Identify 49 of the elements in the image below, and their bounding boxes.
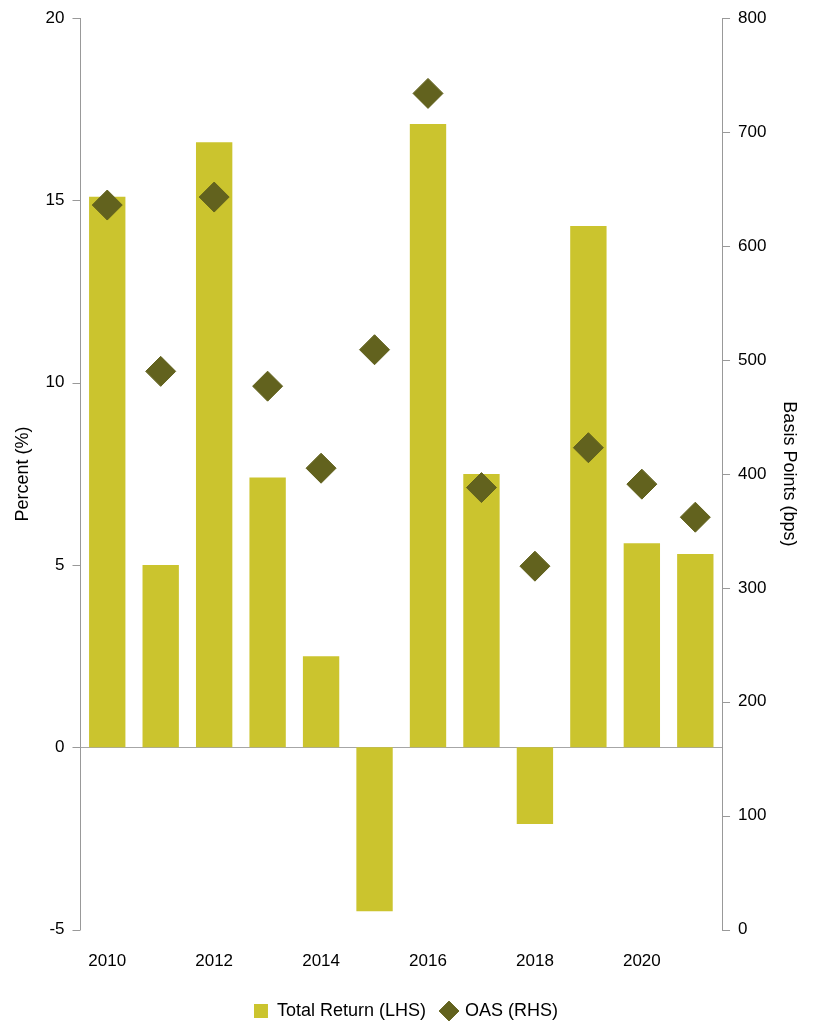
bar [677, 554, 714, 748]
bar [356, 747, 393, 912]
y-tick-label: 15 [45, 190, 65, 210]
bar [463, 473, 500, 748]
y-tick-label: 0 [55, 737, 65, 757]
y2-tick-label: 800 [738, 7, 767, 27]
point [572, 432, 604, 464]
x-tick-label: 2014 [302, 951, 340, 971]
point [626, 468, 658, 500]
x-tick-label: 2020 [622, 951, 661, 971]
bar [195, 142, 233, 748]
y2-axis-title: Basis Points (bps) [780, 401, 801, 547]
y-axis-title: Percent (%) [11, 426, 32, 522]
y2-tick-label: 0 [738, 919, 748, 939]
legend-label: Total Return (LHS) [276, 999, 427, 1020]
y2-tick-label: 500 [738, 349, 767, 369]
bar [516, 747, 554, 824]
x-tick-label: 2018 [516, 951, 554, 971]
x-tick-label: 2016 [409, 951, 447, 971]
y2-tick-label: 100 [738, 805, 767, 825]
bar [142, 565, 179, 748]
y-tick-label: 10 [45, 372, 65, 392]
bar [89, 196, 126, 748]
x-tick-label: 2010 [88, 951, 127, 971]
bar [302, 656, 340, 748]
bar [623, 543, 661, 748]
y2-tick-label: 200 [738, 691, 767, 711]
point [679, 501, 711, 533]
x-tick-label: 2012 [195, 951, 234, 971]
point [519, 550, 551, 582]
y2-tick-label: 400 [738, 463, 767, 483]
point [412, 77, 444, 109]
y-tick-label: 5 [55, 554, 65, 574]
y-tick-label: 20 [45, 7, 65, 27]
point [252, 370, 284, 402]
point [359, 334, 391, 366]
y2-tick-label: 600 [738, 235, 767, 255]
point [305, 452, 337, 484]
point [145, 355, 177, 387]
bar [570, 226, 607, 748]
y2-tick-label: 700 [738, 121, 767, 141]
legend-label: OAS (RHS) [465, 999, 559, 1020]
y-tick-label: -5 [49, 919, 65, 939]
point [198, 181, 230, 213]
bar [409, 123, 447, 748]
bar [249, 477, 286, 748]
point [465, 472, 497, 504]
y2-tick-label: 300 [738, 577, 767, 597]
point [91, 189, 123, 221]
